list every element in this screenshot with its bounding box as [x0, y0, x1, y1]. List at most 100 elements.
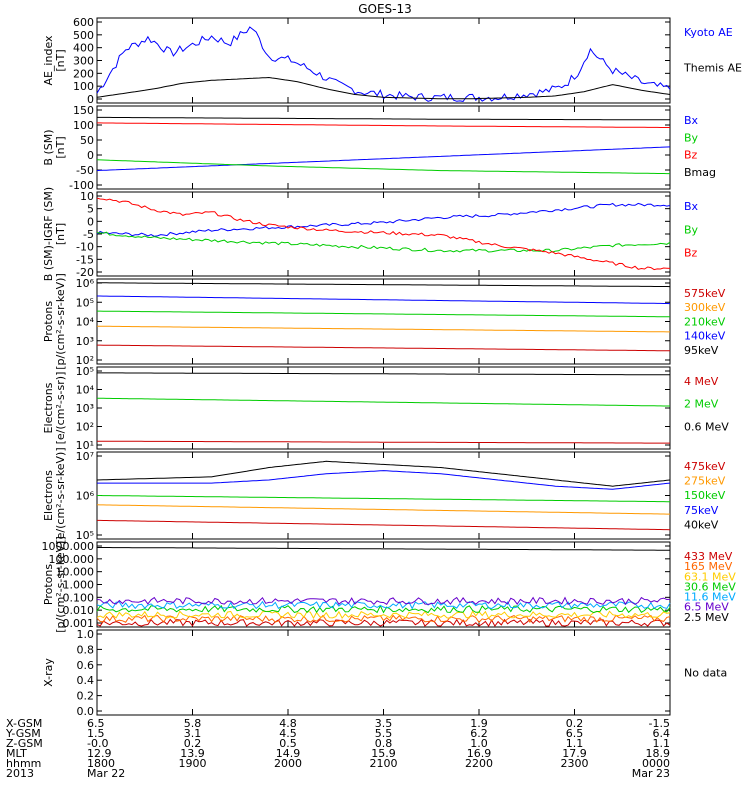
ephemeris-value: Mar 22	[87, 767, 125, 780]
ephemeris-row-label: MLT	[6, 747, 27, 760]
y-axis-label: [e/(cm²-s-sr)]	[54, 372, 67, 445]
series-line	[97, 116, 670, 121]
series-line	[96, 618, 671, 627]
legend-label: 2 MeV	[684, 398, 719, 411]
y-tick-label: 10⁵	[76, 365, 94, 378]
series-line	[96, 146, 671, 172]
legend-label: Kyoto AE	[684, 26, 733, 39]
panel-frame	[96, 366, 671, 450]
ephemeris-row-label: X-GSM	[6, 717, 42, 730]
ephemeris-row-label: hhmm	[6, 757, 41, 770]
series-line	[96, 231, 671, 253]
y-tick-label: 0.0	[77, 705, 95, 718]
y-axis-label: Protons	[42, 301, 55, 342]
y-tick-label: 1.000	[63, 579, 95, 592]
series-line	[96, 596, 671, 606]
ephemeris-value: Mar 23	[632, 767, 670, 780]
y-tick-label: 100.000	[49, 553, 95, 566]
panel-5: 10⁵ 10⁴ 10³ 10² 10¹ Electrons [e/(cm²-s-sr)] 4 …	[42, 365, 729, 452]
ephemeris-value: 15.9	[371, 747, 396, 760]
y-axis-label: [e/(cm²-s-sr-keV)]	[54, 447, 67, 543]
ephemeris-value: 12.9	[87, 747, 112, 760]
legend-label: By	[684, 131, 699, 144]
series-line	[96, 26, 671, 102]
ephemeris-value: 13.9	[180, 747, 205, 760]
y-tick-label: 300	[73, 55, 94, 68]
legend-label: 6.5 MeV	[684, 601, 729, 614]
y-tick-label: 10²	[76, 421, 94, 434]
legend-label: 75keV	[684, 504, 719, 517]
ephemeris-value: 2000	[274, 757, 302, 770]
legend-label: Bz	[684, 247, 698, 260]
ephemeris-value: 0000	[642, 757, 670, 770]
y-axis-label: B (SM)	[42, 129, 55, 165]
ephemeris-value: 6.5	[566, 727, 584, 740]
ephemeris-value: 6.2	[470, 727, 488, 740]
y-tick-label: -20	[76, 266, 94, 279]
ephemeris-value: 1.5	[87, 727, 105, 740]
panel-frame	[96, 17, 671, 104]
y-tick-label: -10	[76, 241, 94, 254]
ephemeris-value: 17.9	[562, 747, 587, 760]
legend-label: 11.6 MeV	[684, 591, 736, 604]
series-line	[97, 440, 670, 444]
panel-frame	[96, 451, 671, 540]
series-line	[96, 197, 671, 271]
series-line	[97, 282, 671, 288]
series-line	[97, 470, 671, 490]
ephemeris-value: 1.1	[653, 737, 671, 750]
legend-label: 40keV	[684, 518, 719, 531]
y-axis-label: [p/(cm²-s-sr-keV)]	[54, 536, 67, 633]
legend-label: 475keV	[684, 460, 726, 473]
y-tick-label: 10⁴	[76, 316, 95, 329]
y-tick-label: 400	[73, 42, 94, 55]
ephemeris-value: 0.8	[375, 737, 393, 750]
ephemeris-table: X-GSM 6.5 5.8 4.8 3.5 1.9 0.2 -1.5 Y-GSM 1.5 3.1 4.…	[5, 717, 670, 780]
ephemeris-row-label: Z-GSM	[6, 737, 43, 750]
y-tick-label: 1000.000	[42, 540, 95, 553]
legend-label: 165 MeV	[684, 560, 733, 573]
y-axis-label: [nT]	[54, 49, 67, 71]
series-line	[96, 397, 670, 407]
y-tick-label: 600	[73, 16, 94, 29]
y-tick-label: 0.2	[77, 690, 95, 703]
y-tick-label: 5	[87, 203, 94, 216]
series-line	[97, 344, 671, 352]
ephemeris-value: 3.1	[184, 727, 202, 740]
legend-label: 150keV	[684, 489, 726, 502]
ephemeris-value: 4.8	[279, 717, 297, 730]
y-axis-label: AE_index	[42, 35, 55, 86]
y-tick-label: 10⁶	[76, 277, 95, 290]
y-axis-label: [nT]	[54, 223, 67, 245]
y-tick-label: -15	[76, 253, 94, 266]
legend-label: 0.6 MeV	[684, 420, 729, 433]
y-tick-label: -50	[76, 164, 94, 177]
panel-8: 1.0 0.8 0.6 0.4 0.2 0.0 X-ray No data	[42, 628, 727, 718]
legend-label: 210keV	[684, 315, 726, 328]
y-axis-label: Protons	[42, 564, 55, 605]
no-data-note: No data	[684, 667, 727, 680]
y-tick-label: 10¹	[76, 439, 94, 452]
legend-label: 95keV	[684, 344, 719, 357]
ephemeris-value: 0.2	[566, 717, 584, 730]
ephemeris-value: -0.0	[87, 737, 108, 750]
ephemeris-value: 1800	[87, 757, 115, 770]
series-line	[96, 325, 670, 333]
y-tick-label: 200	[73, 67, 94, 80]
y-tick-label: 0.001	[63, 617, 95, 630]
series-line	[96, 202, 671, 237]
ephemeris-value: 6.4	[653, 727, 671, 740]
ephemeris-value: 1900	[179, 757, 207, 770]
ephemeris-value: 2300	[561, 757, 589, 770]
y-tick-label: 10⁶	[76, 490, 95, 503]
y-tick-label: 10⁴	[76, 384, 95, 397]
series-line	[96, 504, 670, 515]
legend-label: 30.6 MeV	[684, 580, 736, 593]
series-line	[97, 310, 671, 318]
ephemeris-value: -1.5	[649, 717, 670, 730]
y-tick-label: 10	[80, 190, 94, 203]
ephemeris-value: 18.9	[646, 747, 671, 760]
legend-label: Themis AE	[683, 62, 742, 75]
ephemeris-value: 2100	[370, 757, 398, 770]
